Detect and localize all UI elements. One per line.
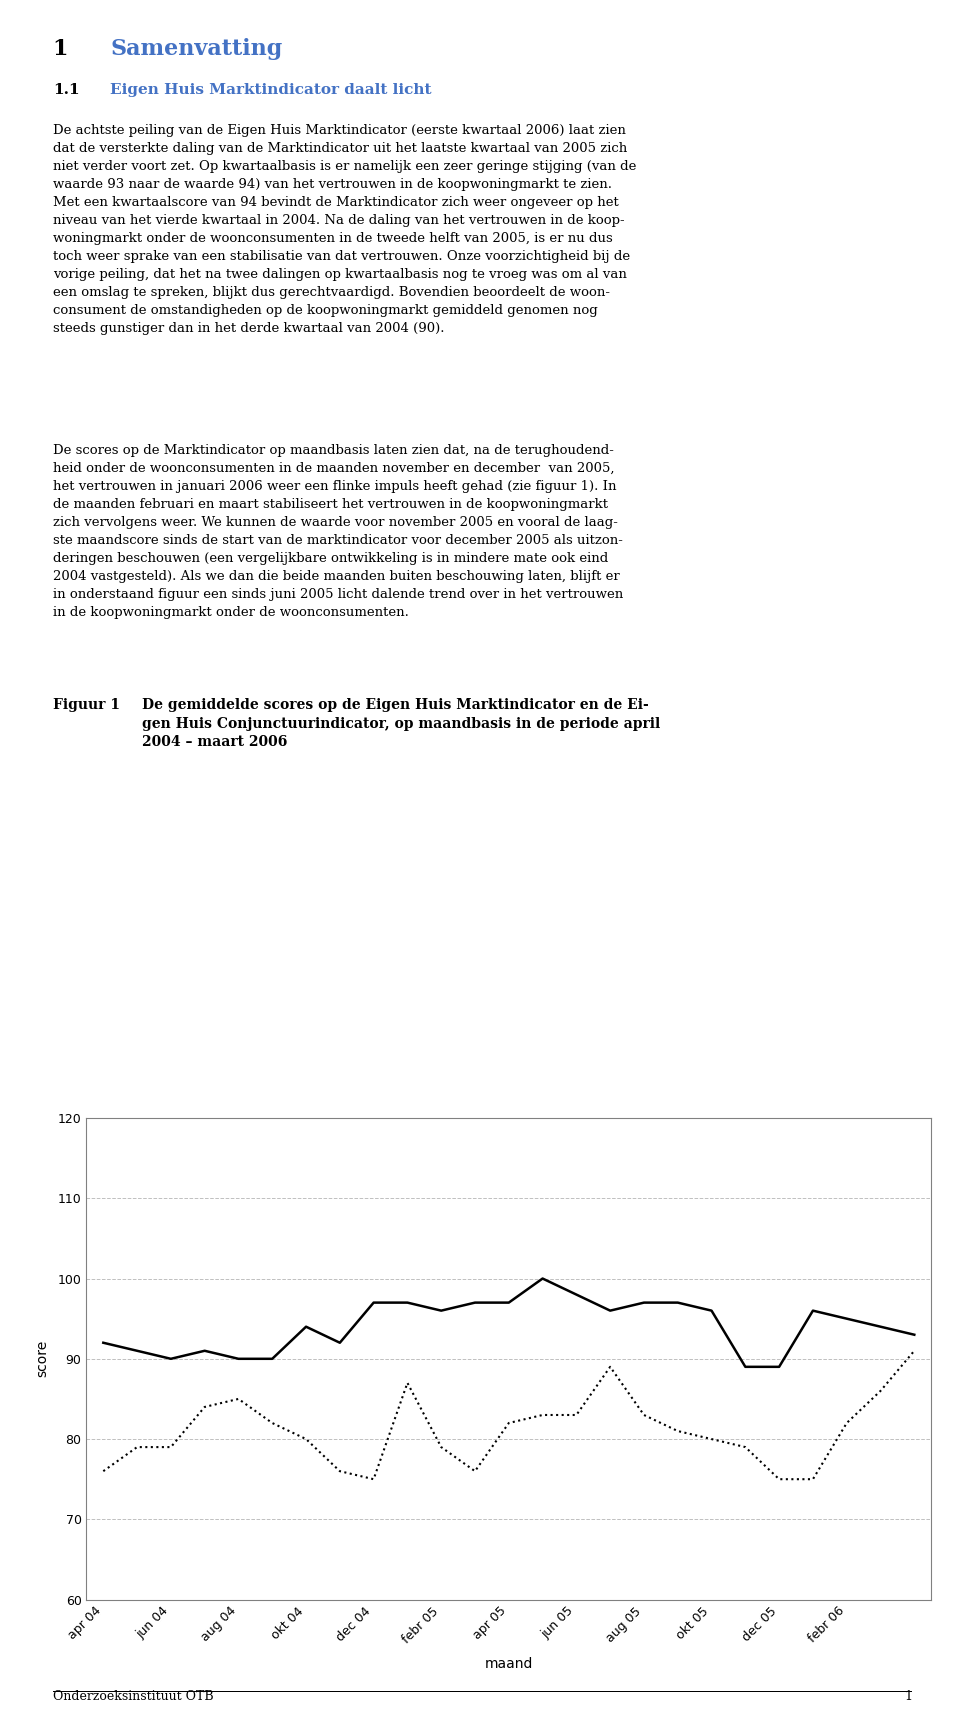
Text: 1.1: 1.1 [53,83,80,96]
Text: Samenvatting: Samenvatting [110,38,282,60]
X-axis label: maand: maand [485,1656,533,1670]
Text: Eigen Huis Marktindicator daalt licht: Eigen Huis Marktindicator daalt licht [110,83,432,96]
Text: Figuur 1: Figuur 1 [53,698,120,712]
Text: Onderzoeksinstituut OTB: Onderzoeksinstituut OTB [53,1689,213,1703]
Text: 1: 1 [53,38,68,60]
Text: De gemiddelde scores op de Eigen Huis Marktindicator en de Ei-
gen Huis Conjunct: De gemiddelde scores op de Eigen Huis Ma… [142,698,660,750]
Text: De scores op de Marktindicator op maandbasis laten zien dat, na de terughoudend-: De scores op de Marktindicator op maandb… [53,444,623,619]
Text: De achtste peiling van de Eigen Huis Marktindicator (eerste kwartaal 2006) laat : De achtste peiling van de Eigen Huis Mar… [53,124,636,335]
Text: 1: 1 [904,1689,912,1703]
Y-axis label: score: score [36,1340,49,1378]
